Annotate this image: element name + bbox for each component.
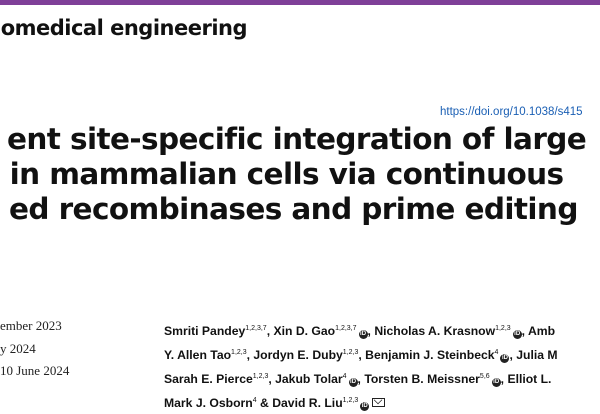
- affiliation-superscript: 1,2,3: [231, 349, 247, 356]
- orcid-icon[interactable]: iD: [491, 378, 501, 387]
- author-separator: &: [256, 396, 273, 410]
- author-separator: ,: [367, 324, 375, 338]
- affiliation-superscript: 4: [342, 373, 347, 380]
- author-name[interactable]: Torsten B. Meissner5,6iD: [364, 372, 501, 387]
- author-name[interactable]: Y. Allen Tao1,2,3: [164, 348, 247, 362]
- author-separator: ,: [357, 372, 365, 386]
- author-separator: ,: [268, 372, 276, 386]
- author-separator: ,: [509, 348, 517, 362]
- author-line-2: Y. Allen Tao1,2,3, Jordyn E. Duby1,2,3, …: [164, 342, 600, 366]
- title-line-3: ed recombinases and prime editing: [9, 192, 578, 226]
- author-name[interactable]: David R. Liu1,2,3iD: [272, 396, 386, 411]
- author-name[interactable]: Sarah E. Pierce1,2,3: [164, 372, 268, 386]
- author-name[interactable]: Nicholas A. Krasnow1,2,3iD: [374, 324, 522, 339]
- author-name-text: Jakub Tolar: [275, 372, 343, 386]
- author-name[interactable]: Jordyn E. Duby1,2,3: [253, 348, 358, 362]
- accepted-date: y 2024: [0, 341, 36, 356]
- journal-name: iomedical engineering: [0, 16, 248, 40]
- affiliation-superscript: 4: [494, 349, 499, 356]
- author-line-1: Smriti Pandey1,2,3,7, Xin D. Gao1,2,3,7i…: [164, 318, 600, 342]
- author-name-text: Julia M: [516, 348, 558, 362]
- author-name-text: Mark J. Osborn: [164, 396, 253, 410]
- author-name[interactable]: Smriti Pandey1,2,3,7: [164, 324, 267, 338]
- author-name-text: Xin D. Gao: [273, 324, 336, 338]
- received-date: ember 2023: [0, 318, 62, 333]
- author-name-text: Benjamin J. Steinbeck: [365, 348, 495, 362]
- author-name-text: Sarah E. Pierce: [164, 372, 253, 386]
- author-name-text: Jordyn E. Duby: [253, 348, 343, 362]
- orcid-icon[interactable]: iD: [500, 354, 510, 363]
- author-name-text: Nicholas A. Krasnow: [374, 324, 496, 338]
- affiliation-superscript: 1,2,3,7: [335, 325, 357, 332]
- author-name-text: Y. Allen Tao: [164, 348, 232, 362]
- author-name[interactable]: Jakub Tolar4iD: [275, 372, 358, 387]
- affiliation-superscript: 1,2,3: [495, 325, 511, 332]
- author-separator: ,: [521, 324, 528, 338]
- author-separator: ,: [500, 372, 508, 386]
- title-line-1: ent site-specific integration of large: [7, 122, 587, 156]
- orcid-icon[interactable]: iD: [360, 402, 370, 411]
- doi-link[interactable]: https://doi.org/10.1038/s415: [440, 106, 583, 118]
- affiliation-superscript: 1,2,3: [342, 349, 359, 356]
- author-separator: ,: [246, 348, 254, 362]
- email-icon[interactable]: [372, 398, 386, 407]
- affiliation-superscript: 1,2,3: [342, 397, 359, 404]
- author-separator: ,: [266, 324, 274, 338]
- author-line-4: Mark J. Osborn4 & David R. Liu1,2,3iD: [164, 390, 600, 414]
- orcid-icon[interactable]: iD: [358, 330, 368, 339]
- orcid-icon[interactable]: iD: [512, 330, 522, 339]
- author-name[interactable]: Julia M: [516, 348, 557, 362]
- author-name[interactable]: Amb: [528, 324, 555, 338]
- author-name[interactable]: Elliot L.: [507, 372, 551, 386]
- author-name-text: Torsten B. Meissner: [364, 372, 480, 386]
- author-separator: ,: [358, 348, 366, 362]
- author-name[interactable]: Xin D. Gao1,2,3,7iD: [273, 324, 368, 339]
- article-title: ent site-specific integration of large s…: [0, 122, 600, 227]
- title-line-2: s in mammalian cells via continuous: [0, 157, 564, 191]
- affiliation-superscript: 1,2,3: [252, 373, 269, 380]
- author-name-text: David R. Liu: [272, 396, 343, 410]
- journal-accent-bar: [0, 0, 600, 5]
- author-name-text: Smriti Pandey: [164, 324, 246, 338]
- affiliation-superscript: 1,2,3,7: [245, 325, 267, 332]
- author-line-3: Sarah E. Pierce1,2,3, Jakub Tolar4iD, To…: [164, 366, 600, 390]
- author-name-text: Elliot L.: [507, 372, 552, 386]
- author-name[interactable]: Benjamin J. Steinbeck4iD: [365, 348, 510, 363]
- orcid-icon[interactable]: iD: [348, 378, 358, 387]
- published-date: 10 June 2024: [0, 363, 70, 378]
- author-name-text: Amb: [528, 324, 556, 338]
- affiliation-superscript: 5,6: [479, 373, 490, 380]
- author-name[interactable]: Mark J. Osborn4: [164, 396, 257, 410]
